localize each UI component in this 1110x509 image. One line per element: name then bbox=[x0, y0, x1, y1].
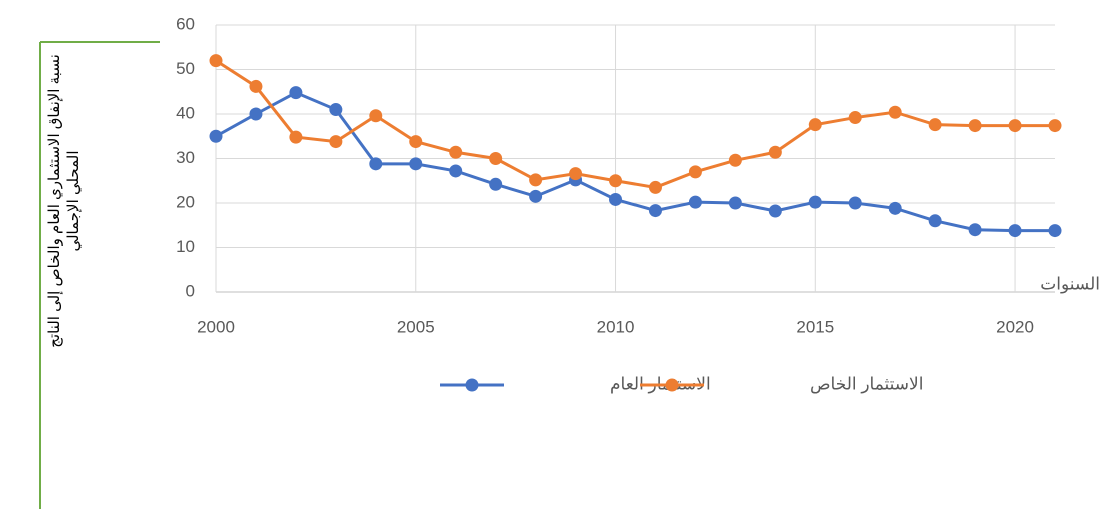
data-point bbox=[928, 118, 942, 132]
data-point bbox=[688, 165, 702, 179]
y-tick-label: 50 bbox=[176, 59, 195, 78]
data-point bbox=[289, 130, 303, 144]
data-point bbox=[768, 204, 782, 218]
data-point bbox=[329, 103, 343, 117]
y-tick-label: 40 bbox=[176, 103, 195, 122]
data-point bbox=[249, 107, 263, 121]
x-tick-label: 2020 bbox=[996, 317, 1034, 336]
x-tick-label: 2000 bbox=[197, 317, 235, 336]
data-point bbox=[369, 157, 383, 171]
legend-label: الاستثمار الخاص bbox=[810, 374, 923, 393]
x-tick-label: 2015 bbox=[796, 317, 834, 336]
data-point bbox=[609, 174, 623, 188]
data-point bbox=[489, 177, 503, 191]
data-point bbox=[209, 129, 223, 143]
data-point bbox=[409, 157, 423, 171]
data-point bbox=[489, 152, 503, 165]
data-point bbox=[289, 86, 303, 100]
data-point bbox=[968, 119, 982, 133]
y-tick-label: 10 bbox=[176, 237, 195, 256]
data-point bbox=[648, 180, 662, 194]
data-point bbox=[1008, 224, 1022, 238]
data-point bbox=[529, 189, 543, 203]
data-point bbox=[329, 135, 343, 149]
data-point bbox=[609, 192, 623, 206]
data-point bbox=[449, 164, 463, 178]
data-point bbox=[728, 196, 742, 210]
data-point bbox=[1048, 224, 1062, 238]
x-tick-label: 2010 bbox=[597, 317, 635, 336]
data-point bbox=[1048, 119, 1062, 133]
data-point bbox=[688, 195, 702, 209]
data-point bbox=[369, 109, 383, 123]
data-point bbox=[569, 167, 583, 181]
y-tick-label: 30 bbox=[176, 148, 195, 167]
data-point bbox=[648, 204, 662, 218]
data-point bbox=[888, 105, 902, 119]
data-point bbox=[768, 145, 782, 159]
y-axis-title: نسبة الإنفاق الاستثماري العام والخاص إلى… bbox=[46, 54, 82, 348]
data-point bbox=[409, 135, 423, 149]
data-point bbox=[848, 111, 862, 125]
data-point bbox=[728, 153, 742, 167]
data-point bbox=[808, 118, 822, 132]
series-line bbox=[215, 90, 1055, 233]
y-tick-label: 0 bbox=[186, 281, 195, 300]
y-tick-label: 20 bbox=[176, 192, 195, 211]
x-axis-title: السنوات bbox=[1040, 274, 1100, 293]
data-point bbox=[529, 173, 543, 187]
data-point bbox=[449, 145, 463, 159]
data-point bbox=[968, 223, 982, 237]
legend-marker bbox=[465, 378, 479, 392]
data-point bbox=[888, 201, 902, 215]
x-tick-label: 2005 bbox=[397, 317, 435, 336]
series-line bbox=[215, 59, 1055, 189]
data-point bbox=[1008, 119, 1022, 133]
legend-marker bbox=[665, 378, 679, 392]
data-point bbox=[928, 214, 942, 228]
data-point bbox=[808, 195, 822, 209]
data-point bbox=[249, 79, 263, 93]
data-point bbox=[209, 54, 223, 68]
y-tick-label: 60 bbox=[176, 14, 195, 33]
data-point bbox=[848, 196, 862, 210]
